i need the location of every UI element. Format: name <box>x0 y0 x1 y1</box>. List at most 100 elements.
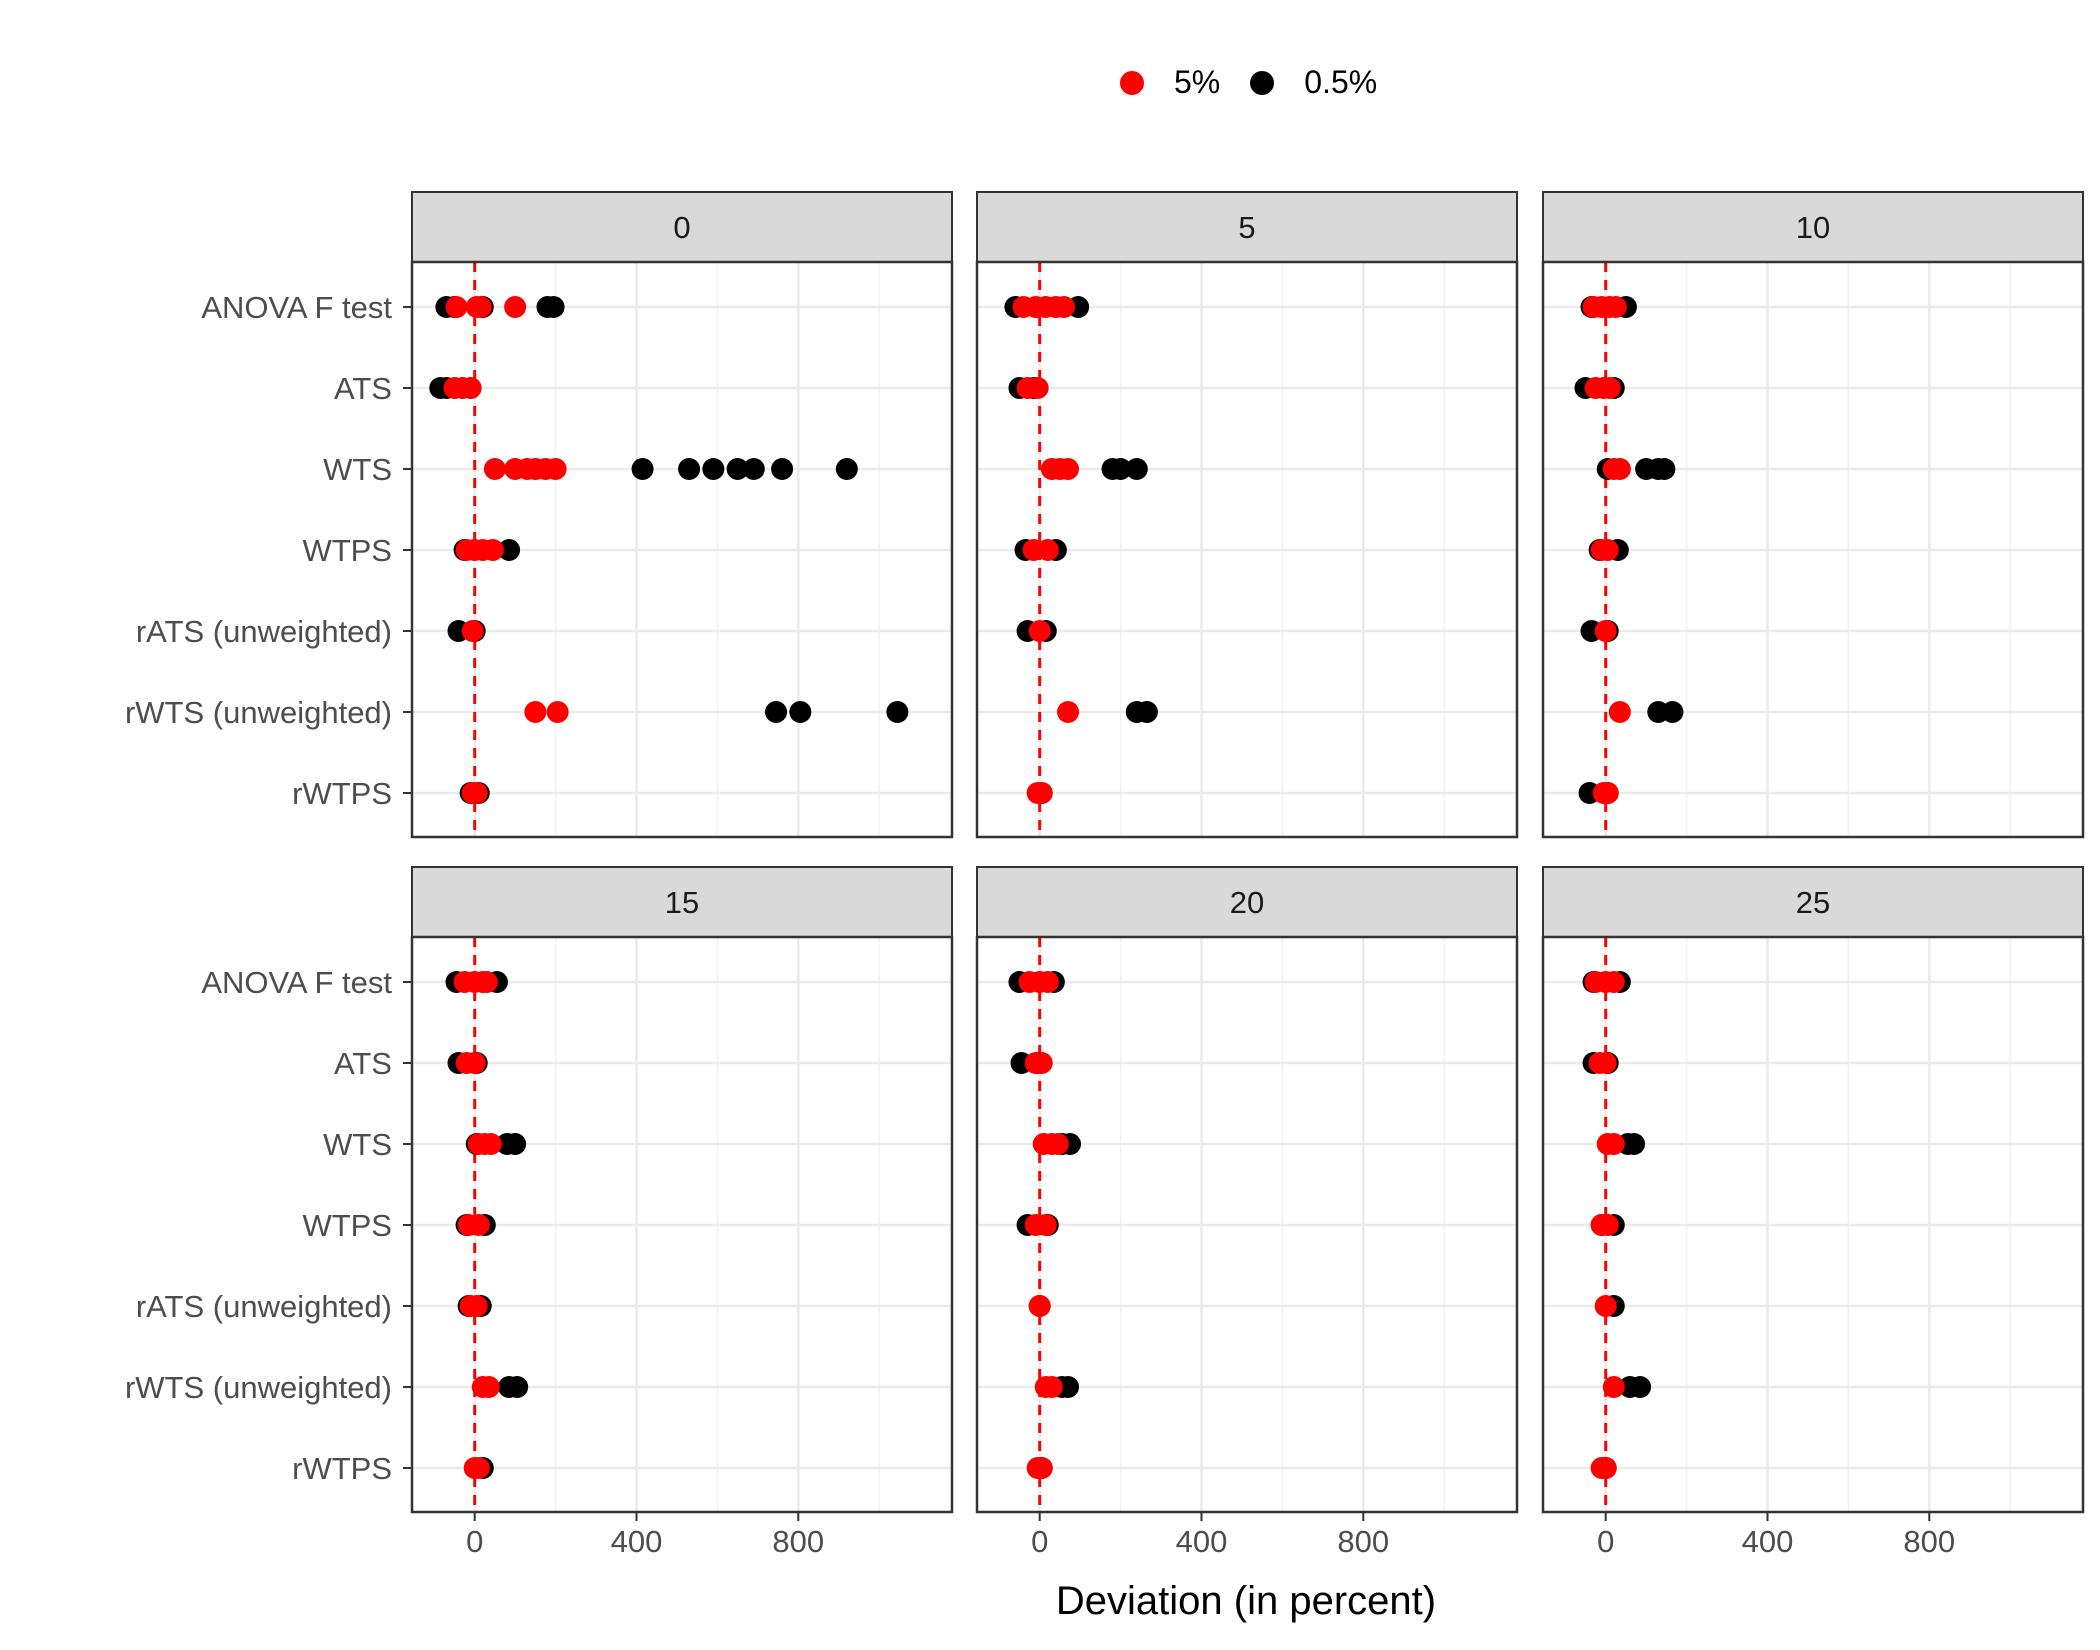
panel-10-point-5-rats-unweighted-0 <box>1594 620 1617 642</box>
legend-item-5pct: 5% <box>1120 64 1220 101</box>
panel-15-point-0-5-wts-2 <box>504 1133 527 1155</box>
panel-25-strip <box>1542 866 2084 938</box>
panel-20-plot: 0 400 800 <box>975 935 1519 1559</box>
panel-0-point-5-wts-5 <box>544 458 567 480</box>
panel-10-point-5-rwtps-1 <box>1596 782 1619 804</box>
panel-25-strip-label: 25 <box>1796 885 1830 920</box>
panel-0-point-5-rwts-unweighted-1 <box>546 701 569 723</box>
panel-25-xtick-label-400: 400 <box>1742 1524 1794 1559</box>
panel-15-xtick-label-0: 0 <box>466 1524 483 1559</box>
panel-0-ytick-label-wts: WTS <box>323 452 392 487</box>
panel-0-point-5-wtps-3 <box>481 539 504 561</box>
panel-15-point-5-anova-f-test-3 <box>475 971 498 993</box>
panel-5-point-5-wtps-1 <box>1036 539 1059 561</box>
panel-0-ytick-label-rwts-unweighted: rWTS (unweighted) <box>125 695 392 730</box>
panel-0-ytick-label-wtps: WTPS <box>302 533 392 568</box>
panel-25-border <box>1541 935 2085 1514</box>
panel-0-point-5-rwts-unweighted-0 <box>524 701 547 723</box>
panel-15-ytick-label-rats-unweighted: rATS (unweighted) <box>136 1289 392 1324</box>
panel-15-point-5-rats-unweighted-1 <box>465 1295 488 1317</box>
panel-10: 10 <box>1541 191 2085 839</box>
panel-5-point-0-5-wts-1 <box>1109 458 1132 480</box>
panel-15-point-5-ats-1 <box>463 1052 486 1074</box>
panel-0-ytick-label-rats-unweighted: rATS (unweighted) <box>136 614 392 649</box>
panel-15-point-5-wtps-1 <box>467 1214 490 1236</box>
panel-5-point-0-5-wts-2 <box>1125 458 1148 480</box>
panel-25-point-5-wts-1 <box>1602 1133 1625 1155</box>
panel-10-point-5-wtps-1 <box>1596 539 1619 561</box>
panel-10-strip <box>1542 191 2084 263</box>
panel-0-point-0-5-wts-6 <box>835 458 858 480</box>
panel-20: 20 0 400 800 <box>975 866 1519 1559</box>
legend: 5% 0.5% <box>1120 64 1407 101</box>
panel-10-border <box>1541 260 2085 839</box>
panel-20-xtick-label-0: 0 <box>1031 1524 1048 1559</box>
panel-25-xtick-label-800: 800 <box>1903 1524 1955 1559</box>
panel-25-point-5-rats-unweighted-0 <box>1594 1295 1617 1317</box>
legend-swatch-0-5pct <box>1250 70 1275 95</box>
panel-0-point-5-wts-0 <box>483 458 506 480</box>
panel-25-xtick-label-0: 0 <box>1597 1524 1614 1559</box>
panel-15-plot: ANOVA F test ATS WTS WTPS rATS (unweighted) r… <box>125 935 954 1559</box>
panel-20-point-5-wtps-1 <box>1034 1214 1057 1236</box>
panel-15-ytick-label-wts: WTS <box>323 1127 392 1162</box>
panel-25-point-0-5-wts-1 <box>1623 1133 1646 1155</box>
panel-5-point-5-anova-f-test-4 <box>1052 296 1075 318</box>
panel-15-xtick-label-800: 800 <box>772 1524 824 1559</box>
panel-0-point-0-5-rwts-unweighted-2 <box>886 701 909 723</box>
panel-15: 15 ANOVA F test ATS WTS WTPS rATS (unweighted… <box>125 866 954 1559</box>
panel-15-ytick-label-rwtps: rWTPS <box>292 1451 392 1486</box>
panel-10-point-5-anova-f-test-3 <box>1604 296 1627 318</box>
panel-5-plot <box>975 260 1519 839</box>
panel-5-point-5-rwtps-1 <box>1030 782 1053 804</box>
panel-0: 0 ANOVA F test ATS WTS WTPS rATS (unweighted)… <box>125 191 954 839</box>
panel-20-border <box>975 935 1519 1514</box>
panel-5: 5 <box>975 191 1519 839</box>
panel-15-xtick-label-400: 400 <box>611 1524 663 1559</box>
panel-0-point-0-5-anova-f-test-4 <box>542 296 565 318</box>
panel-0-point-0-5-wts-4 <box>742 458 765 480</box>
panel-5-strip-label: 5 <box>1238 210 1255 245</box>
panel-20-point-5-rwts-unweighted-1 <box>1040 1376 1063 1398</box>
panel-5-point-5-rwts-unweighted-0 <box>1057 701 1080 723</box>
panel-15-point-5-wts-2 <box>479 1133 502 1155</box>
panel-20-point-5-rats-unweighted-0 <box>1028 1295 1051 1317</box>
panel-0-point-0-5-wts-5 <box>771 458 794 480</box>
panel-10-point-5-ats-2 <box>1598 377 1621 399</box>
panel-20-strip-label: 20 <box>1230 885 1264 920</box>
panel-10-point-5-wts-1 <box>1608 458 1631 480</box>
panel-0-ytick-label-ats: ATS <box>334 371 392 406</box>
panel-0-point-5-ats-2 <box>459 377 482 399</box>
panel-20-point-0-5-rwts-unweighted-1 <box>1057 1376 1080 1398</box>
panel-20-strip <box>976 866 1518 938</box>
panel-0-point-5-anova-f-test-0 <box>445 296 468 318</box>
panel-0-point-0-5-wts-0 <box>631 458 654 480</box>
panel-25-point-5-ats-1 <box>1594 1052 1617 1074</box>
panel-15-point-0-5-rwts-unweighted-1 <box>506 1376 529 1398</box>
panel-15-point-5-rwts-unweighted-1 <box>477 1376 500 1398</box>
panel-20-point-5-rwtps-1 <box>1030 1457 1053 1479</box>
panel-0-strip <box>411 191 953 263</box>
panel-15-point-5-rwtps-1 <box>467 1457 490 1479</box>
panel-0-point-5-rats-unweighted-0 <box>461 620 484 642</box>
panel-0-point-0-5-rwts-unweighted-0 <box>765 701 788 723</box>
panel-5-point-5-wts-2 <box>1057 458 1080 480</box>
panel-25-point-0-5-rwts-unweighted-1 <box>1629 1376 1652 1398</box>
panel-10-point-0-5-rwts-unweighted-1 <box>1661 701 1684 723</box>
panel-25-point-5-anova-f-test-2 <box>1602 971 1625 993</box>
panel-0-ytick-label-anova-f-test: ANOVA F test <box>201 290 392 325</box>
panel-0-point-0-5-rwts-unweighted-1 <box>789 701 812 723</box>
panel-0-ytick-label-rwtps: rWTPS <box>292 776 392 811</box>
legend-label-0-5pct: 0.5% <box>1304 64 1378 100</box>
panel-0-point-0-5-wts-3 <box>726 458 749 480</box>
panel-25-point-5-wtps-1 <box>1596 1214 1619 1236</box>
panel-20-xtick-label-800: 800 <box>1337 1524 1389 1559</box>
panel-0-strip-label: 0 <box>673 210 690 245</box>
panel-0-point-0-5-wts-1 <box>678 458 701 480</box>
panel-10-strip-label: 10 <box>1796 210 1830 245</box>
panel-15-ytick-label-rwts-unweighted: rWTS (unweighted) <box>125 1370 392 1405</box>
panel-25: 25 0 400 800 <box>1541 866 2085 1559</box>
panel-20-point-5-anova-f-test-2 <box>1036 971 1059 993</box>
panel-5-point-5-rats-unweighted-0 <box>1028 620 1051 642</box>
